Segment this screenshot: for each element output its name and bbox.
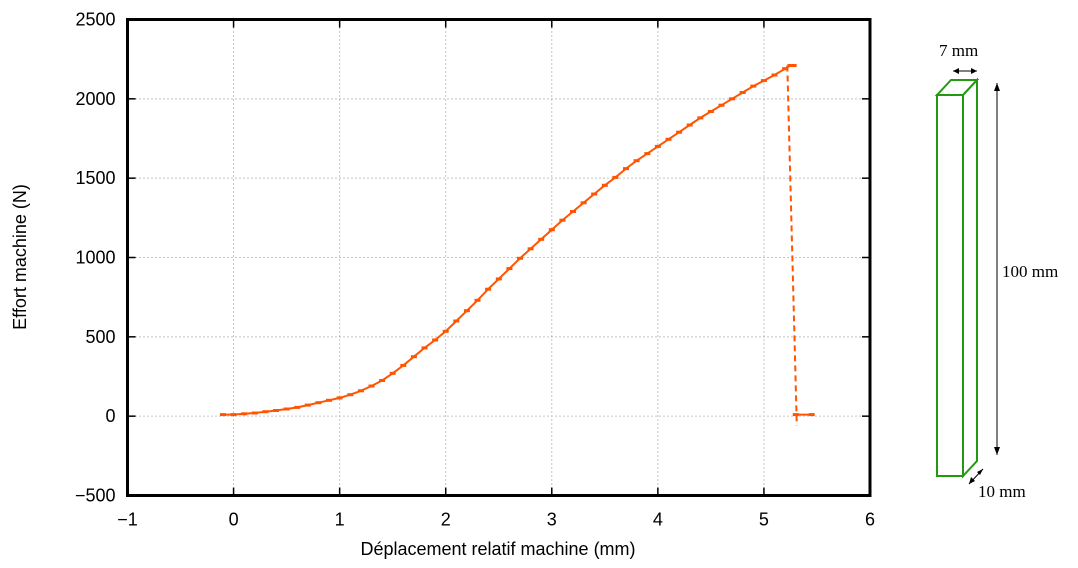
depth-label: 10 mm	[978, 482, 1026, 501]
y-tick-label: 1500	[75, 168, 115, 188]
x-tick-label: 5	[759, 510, 769, 530]
data-point	[601, 183, 608, 187]
data-point	[506, 267, 513, 271]
data-point	[527, 247, 534, 251]
depth-arrowhead-high	[977, 469, 983, 475]
data-point	[262, 410, 269, 414]
height-arrowhead-top	[994, 83, 1000, 91]
data-point	[644, 152, 651, 156]
width-label: 7 mm	[939, 41, 978, 60]
specimen-front-face	[936, 94, 964, 477]
specimen-sketch: 7 mm 100 mm 10 mm	[934, 41, 1058, 501]
data-point	[379, 379, 386, 382]
x-tick-label: 4	[653, 510, 663, 530]
y-axis-title: Effort machine (N)	[10, 184, 30, 330]
y-tick-label: 1000	[75, 248, 115, 268]
data-point	[580, 201, 587, 205]
data-point	[304, 403, 311, 407]
plot-frame	[126, 18, 872, 497]
data-point	[686, 123, 693, 127]
series-layer	[220, 64, 815, 426]
data-point	[591, 192, 598, 196]
data-point	[729, 97, 736, 101]
data-point	[771, 73, 778, 77]
height-arrowhead-bottom	[994, 447, 1000, 455]
x-tick-label: 2	[441, 510, 451, 530]
data-point	[421, 346, 428, 350]
x-tick-label: 0	[229, 510, 239, 530]
data-point	[230, 413, 237, 417]
data-point	[792, 413, 799, 417]
data-point	[347, 393, 354, 397]
data-point	[410, 355, 417, 359]
y-tick-labels: −500 0 500 1000 1500 2000 2500	[75, 10, 116, 506]
data-point	[718, 103, 725, 107]
height-label: 100 mm	[1002, 262, 1058, 281]
x-tick-label: 1	[335, 510, 345, 530]
data-point	[750, 84, 757, 88]
data-point	[220, 413, 226, 417]
data-point	[241, 412, 248, 416]
y-tick-label: 2000	[75, 89, 115, 109]
y-tick-label: −500	[75, 486, 116, 506]
data-point	[283, 407, 290, 411]
y-tick-label: 2500	[75, 10, 115, 30]
data-point	[326, 398, 332, 402]
data-point	[739, 91, 746, 94]
x-axis-title: Déplacement relatif machine (mm)	[360, 539, 635, 559]
data-point	[485, 287, 492, 291]
data-point	[654, 144, 661, 148]
y-tick-label: 0	[105, 406, 115, 426]
width-arrowhead-left	[953, 68, 959, 74]
data-point	[782, 67, 789, 71]
data-point	[787, 64, 794, 67]
data-point	[538, 237, 545, 241]
data-point	[559, 218, 566, 222]
width-arrowhead-right	[971, 68, 977, 74]
data-point	[676, 130, 683, 134]
series-line-1	[786, 65, 798, 426]
data-point	[697, 116, 704, 120]
data-point	[389, 371, 396, 375]
data-point	[273, 409, 279, 412]
x-tick-label: 3	[547, 510, 557, 530]
data-point	[612, 175, 619, 179]
x-tick-label: −1	[117, 510, 138, 530]
x-tick-label: 6	[865, 510, 875, 530]
data-point	[453, 319, 460, 323]
data-point	[808, 413, 815, 417]
data-point	[463, 309, 470, 313]
specimen-side-face	[962, 77, 978, 479]
data-point	[400, 363, 407, 367]
data-point	[570, 210, 576, 213]
data-point	[336, 396, 343, 400]
data-point	[294, 405, 301, 409]
grid	[127, 19, 870, 496]
y-tick-label: 500	[85, 327, 115, 347]
data-point	[368, 384, 375, 388]
data-point	[495, 277, 502, 281]
data-point	[623, 167, 629, 171]
data-point	[665, 137, 672, 141]
data-point	[432, 338, 439, 342]
data-point	[357, 389, 364, 393]
data-point	[474, 298, 481, 302]
data-point	[517, 256, 523, 260]
data-point	[790, 64, 797, 67]
data-point	[251, 411, 258, 415]
x-tick-labels: −1 0 1 2 3 4 5 6	[117, 510, 875, 530]
depth-arrowhead-low	[969, 477, 975, 484]
data-point	[315, 401, 322, 405]
data-point	[707, 110, 714, 113]
data-point	[633, 159, 640, 163]
data-point	[548, 228, 555, 232]
axis-ticks	[126, 18, 871, 497]
series-line-0	[223, 64, 794, 416]
data-point	[760, 79, 767, 83]
data-point	[442, 329, 449, 333]
